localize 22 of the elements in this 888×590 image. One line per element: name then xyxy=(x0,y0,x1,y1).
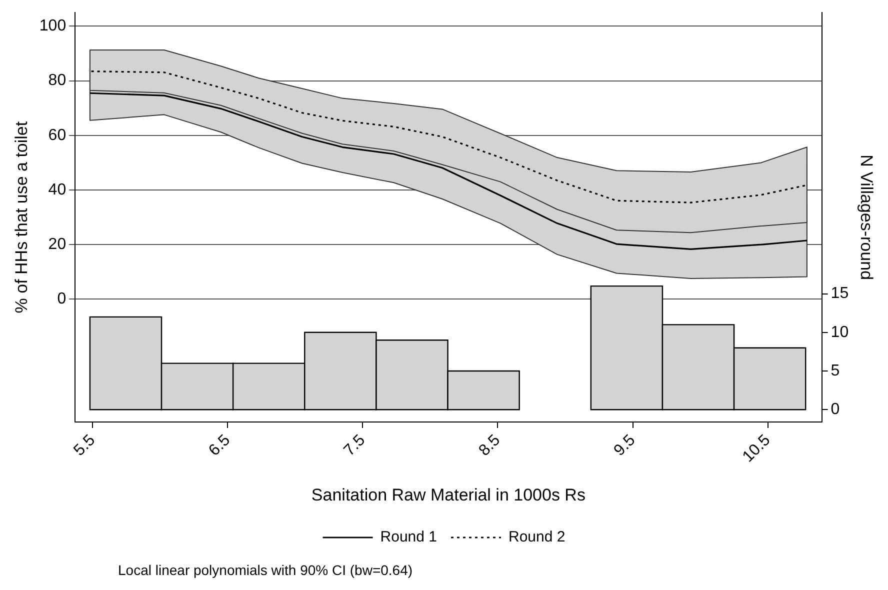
x-tick-label: 6.5 xyxy=(206,432,234,460)
y-tick-label: 60 xyxy=(48,126,66,144)
y2-tick-label: 5 xyxy=(830,362,840,380)
x-tick-label: 9.5 xyxy=(610,432,639,460)
y-tick-label: 100 xyxy=(39,18,66,35)
y-tick-label: 20 xyxy=(48,236,66,253)
text: Local linear polynomials with 90% CI (bw=0.64) xyxy=(118,562,413,578)
x-tick-label: 5.5 xyxy=(70,432,99,460)
y2-axis-title: N Villages-round xyxy=(857,154,876,280)
x-axis-title: Sanitation Raw Material in 1000s Rs xyxy=(311,485,586,504)
x-tick-label: 8.5 xyxy=(476,432,504,460)
y-tick-label: 80 xyxy=(48,72,66,90)
y2-tick-label: 15 xyxy=(830,285,849,302)
y-tick-label: 0 xyxy=(57,290,66,308)
legend-label: Round 2 xyxy=(508,528,566,546)
legend-label: Round 1 xyxy=(380,528,438,546)
y2-tick-label: 0 xyxy=(830,401,840,418)
y-axis-title: % of HHs that use a toilet xyxy=(12,121,31,314)
line-series xyxy=(89,70,808,204)
y2-tick-label: 10 xyxy=(830,324,849,341)
x-tick-label: 7.5 xyxy=(340,432,369,460)
y-tick-label: 40 xyxy=(48,181,66,198)
